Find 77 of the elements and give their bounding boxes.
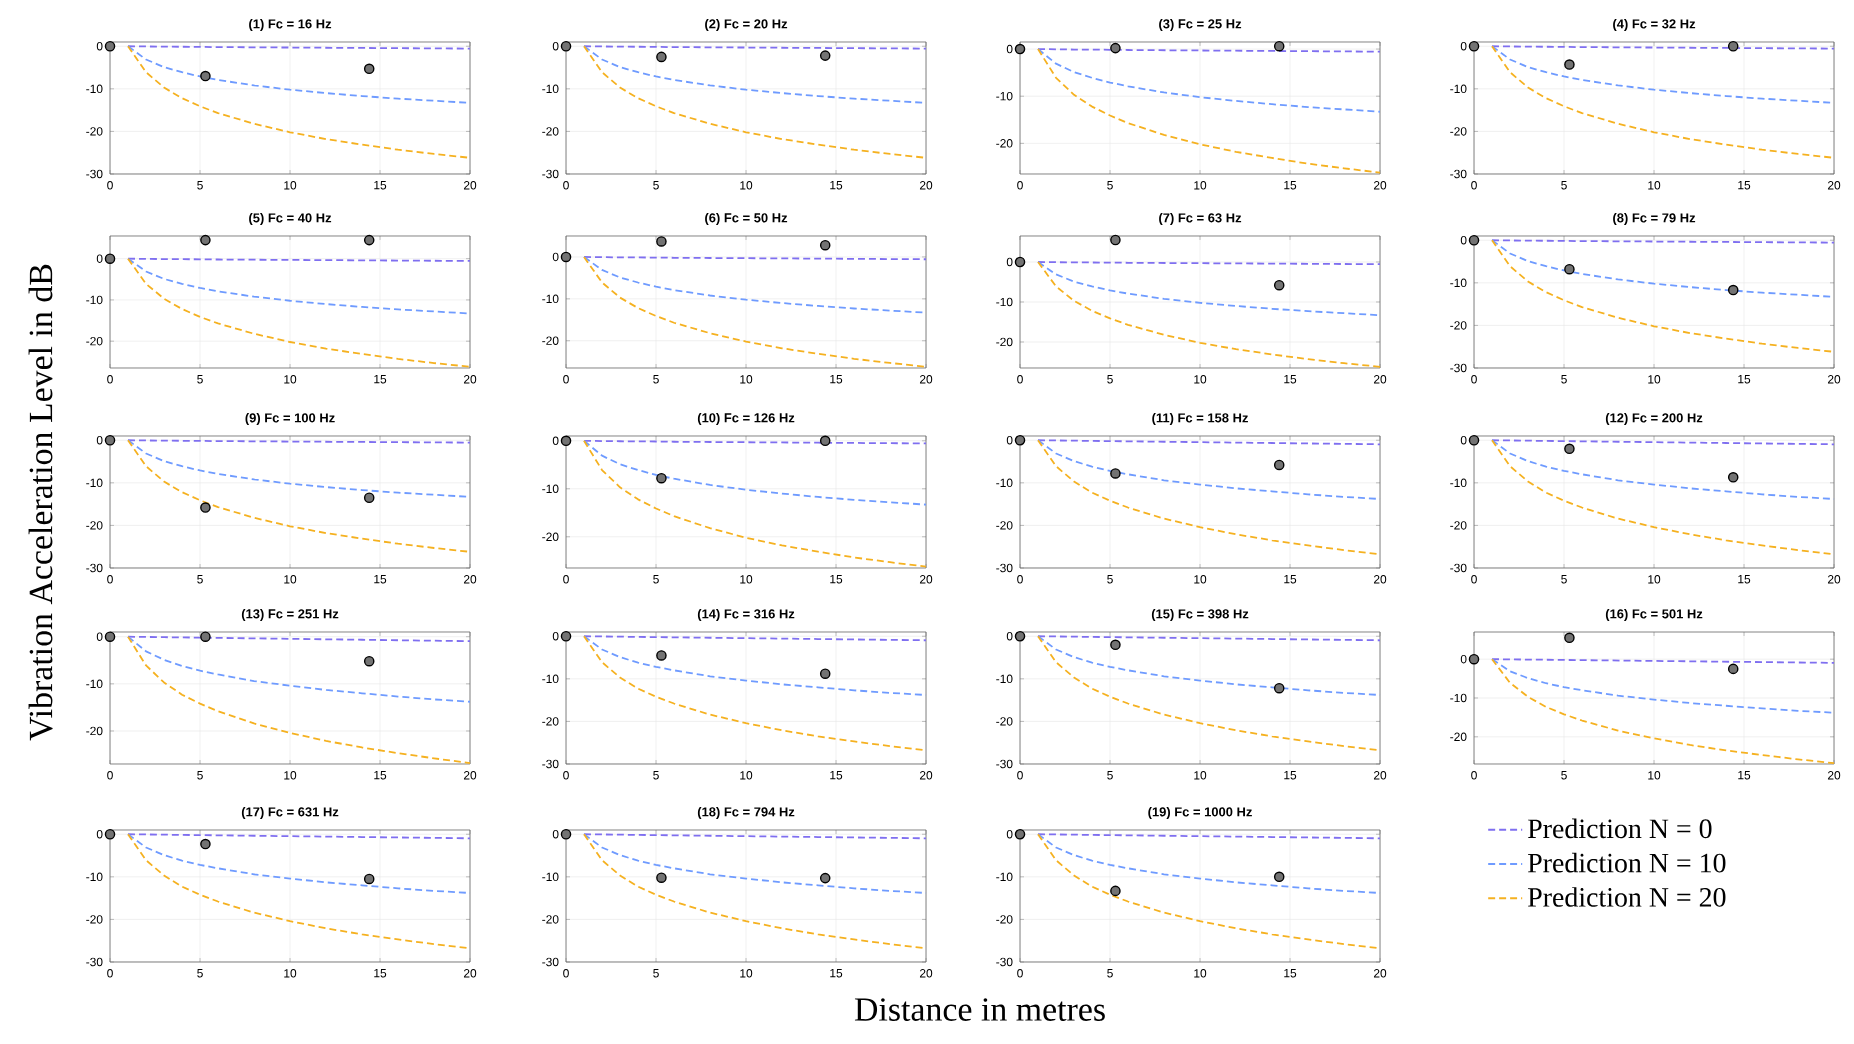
point: [819, 668, 831, 680]
point: [1468, 653, 1480, 665]
point: [363, 492, 375, 504]
line-series: [583, 439, 927, 568]
line-series: [127, 833, 471, 894]
point: [1273, 279, 1285, 291]
point: [1564, 632, 1575, 644]
line-series: [583, 635, 927, 752]
line-series: [1037, 261, 1381, 368]
line-series: [1491, 439, 1835, 556]
line-series: [583, 833, 927, 950]
line-series: [1037, 48, 1381, 174]
point: [656, 236, 667, 247]
point: [1014, 828, 1026, 840]
line-series: [1037, 833, 1381, 894]
line-series: [583, 256, 927, 368]
y-axis-title: Vibration Acceleration Level in dB: [28, 264, 53, 741]
line-series: [127, 45, 471, 159]
point: [656, 872, 667, 883]
point: [1564, 263, 1575, 275]
point: [104, 828, 116, 840]
line-series: [1037, 48, 1381, 113]
point: [1273, 459, 1285, 471]
point: [1468, 234, 1480, 246]
line-series: [1491, 239, 1835, 353]
line-series: [583, 45, 927, 159]
legend-label: Prediction N = 10: [1528, 852, 1726, 873]
x-axis-title: Distance in metres: [854, 998, 1105, 1021]
line-series: [127, 635, 471, 703]
line-series: [1491, 45, 1835, 104]
point: [1273, 682, 1285, 694]
line-series: [1037, 439, 1381, 500]
point: [104, 434, 116, 446]
line-series: [1491, 658, 1835, 765]
point: [1014, 434, 1026, 446]
point: [560, 828, 572, 840]
line-series: [127, 439, 471, 553]
line-series: [1491, 239, 1835, 298]
point: [363, 873, 375, 885]
point: [1110, 468, 1121, 479]
line-series: [1037, 635, 1381, 752]
point: [104, 40, 116, 52]
line-series: [1037, 635, 1381, 696]
point: [819, 872, 831, 884]
point: [560, 251, 572, 263]
line-series: [583, 833, 927, 894]
point: [1273, 871, 1285, 883]
point: [1564, 443, 1575, 455]
point: [200, 838, 211, 850]
line-series: [127, 833, 471, 950]
legend-label: Prediction N = 0: [1528, 818, 1712, 839]
line-series: [583, 439, 927, 506]
line-series: [127, 257, 471, 368]
line-series: [583, 635, 927, 696]
point: [200, 502, 211, 513]
point: [1110, 885, 1121, 897]
legend-label: Prediction N = 20: [1528, 887, 1726, 907]
point: [1727, 472, 1739, 483]
point: [1014, 256, 1026, 268]
point: [1110, 234, 1121, 246]
point: [656, 650, 667, 661]
point: [1014, 630, 1026, 642]
point: [560, 630, 572, 642]
point: [1727, 663, 1739, 675]
point: [200, 70, 211, 82]
line-series: [127, 635, 471, 764]
line-series: [583, 45, 927, 104]
point: [1468, 434, 1480, 446]
point: [819, 239, 831, 251]
line-series: [1491, 45, 1835, 159]
line-series: [1037, 439, 1381, 556]
line-series: [1491, 439, 1835, 500]
line-series: [127, 45, 471, 104]
point: [1727, 284, 1739, 296]
point: [363, 63, 375, 75]
point: [1110, 639, 1121, 651]
line-series: [1037, 833, 1381, 950]
